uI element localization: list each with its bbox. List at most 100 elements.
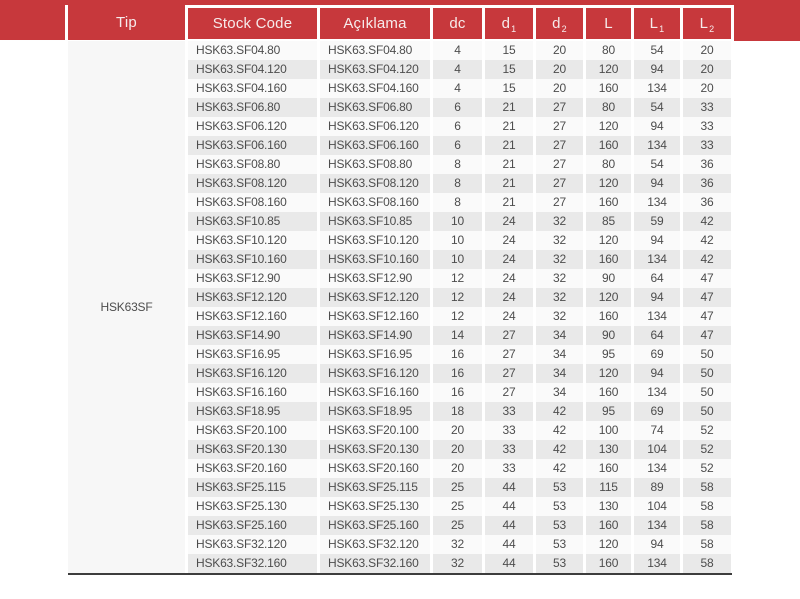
cell-l: 130 xyxy=(586,497,631,516)
cell-l2: 42 xyxy=(683,250,731,269)
cell-l: 160 xyxy=(586,554,631,573)
table-row: HSK63.SF14.90 HSK63.SF14.90 14 27 34 90 64 47 xyxy=(0,326,800,345)
cell-dc: 10 xyxy=(433,212,482,231)
row-left-spacer xyxy=(0,136,65,155)
cell-aciklama: HSK63.SF14.90 xyxy=(320,326,430,345)
cell-l: 160 xyxy=(586,136,631,155)
cell-tip xyxy=(68,440,185,459)
cell-d2: 42 xyxy=(536,421,583,440)
cell-d2: 20 xyxy=(536,41,583,60)
table-row: HSK63.SF12.160 HSK63.SF12.160 12 24 32 160 134… xyxy=(0,307,800,326)
row-left-spacer xyxy=(0,193,65,212)
cell-stock-code: HSK63.SF18.95 xyxy=(188,402,317,421)
row-right-spacer xyxy=(734,288,800,307)
cell-tip xyxy=(68,212,185,231)
table-row: HSK63.SF10.160 HSK63.SF10.160 10 24 32 160 134… xyxy=(0,250,800,269)
cell-l1: 134 xyxy=(634,516,680,535)
cell-aciklama: HSK63.SF12.120 xyxy=(320,288,430,307)
row-right-spacer xyxy=(734,421,800,440)
cell-d2: 32 xyxy=(536,212,583,231)
row-left-spacer xyxy=(0,41,65,60)
cell-l1: 134 xyxy=(634,383,680,402)
cell-tip xyxy=(68,421,185,440)
cell-aciklama: HSK63.SF10.160 xyxy=(320,250,430,269)
table-body: HSK63SF HSK63.SF04.80 HSK63.SF04.80 4 15 20 8… xyxy=(0,41,800,573)
cell-l: 160 xyxy=(586,250,631,269)
cell-stock-code: HSK63.SF10.120 xyxy=(188,231,317,250)
header-row: Tip Stock Code Açıklama dc d 1 d 2 L L 1 L 2 xyxy=(0,0,800,41)
cell-l: 80 xyxy=(586,98,631,117)
cell-aciklama: HSK63.SF06.80 xyxy=(320,98,430,117)
cell-tip xyxy=(68,98,185,117)
table-row: HSK63.SF08.120 HSK63.SF08.120 8 21 27 120 94 36 xyxy=(0,174,800,193)
row-right-spacer xyxy=(734,307,800,326)
cell-stock-code: HSK63.SF12.160 xyxy=(188,307,317,326)
cell-l2: 50 xyxy=(683,383,731,402)
cell-l2: 52 xyxy=(683,459,731,478)
table-row: HSK63.SF08.80 HSK63.SF08.80 8 21 27 80 54 36 xyxy=(0,155,800,174)
cell-d1: 44 xyxy=(485,535,533,554)
cell-l: 120 xyxy=(586,288,631,307)
cell-d1: 24 xyxy=(485,307,533,326)
cell-l: 80 xyxy=(586,41,631,60)
cell-l1: 69 xyxy=(634,402,680,421)
row-left-spacer xyxy=(0,459,65,478)
table-header: Tip Stock Code Açıklama dc d 1 d 2 L L 1 L 2 xyxy=(0,0,800,41)
cell-d1: 33 xyxy=(485,440,533,459)
cell-l2: 50 xyxy=(683,364,731,383)
cell-d1: 21 xyxy=(485,98,533,117)
cell-aciklama: HSK63.SF08.120 xyxy=(320,174,430,193)
row-right-spacer xyxy=(734,231,800,250)
cell-d2: 34 xyxy=(536,383,583,402)
cell-tip xyxy=(68,516,185,535)
cell-d1: 21 xyxy=(485,155,533,174)
table-row: HSK63.SF25.160 HSK63.SF25.160 25 44 53 160 134… xyxy=(0,516,800,535)
cell-aciklama: HSK63.SF04.120 xyxy=(320,60,430,79)
cell-l2: 58 xyxy=(683,478,731,497)
cell-stock-code: HSK63.SF12.90 xyxy=(188,269,317,288)
cell-stock-code: HSK63.SF16.95 xyxy=(188,345,317,364)
row-left-spacer xyxy=(0,250,65,269)
cell-l2: 36 xyxy=(683,193,731,212)
cell-l1: 104 xyxy=(634,497,680,516)
cell-d2: 53 xyxy=(536,478,583,497)
cell-l2: 33 xyxy=(683,98,731,117)
cell-l1: 54 xyxy=(634,98,680,117)
column-header-l-label: L xyxy=(604,15,613,32)
column-header-tip: Tip xyxy=(68,0,185,40)
cell-l2: 20 xyxy=(683,41,731,60)
cell-l2: 42 xyxy=(683,231,731,250)
column-header-d1-label: d xyxy=(501,15,511,32)
cell-aciklama: HSK63.SF20.160 xyxy=(320,459,430,478)
cell-l: 120 xyxy=(586,117,631,136)
cell-aciklama: HSK63.SF20.100 xyxy=(320,421,430,440)
cell-stock-code: HSK63.SF20.100 xyxy=(188,421,317,440)
cell-tip xyxy=(68,345,185,364)
table-row: HSK63.SF20.100 HSK63.SF20.100 20 33 42 100 74 5… xyxy=(0,421,800,440)
cell-d2: 27 xyxy=(536,155,583,174)
row-left-spacer xyxy=(0,155,65,174)
cell-tip xyxy=(68,535,185,554)
row-right-spacer xyxy=(734,326,800,345)
cell-d1: 33 xyxy=(485,402,533,421)
column-header-d1-subscript: 1 xyxy=(511,23,517,34)
header-left-spacer xyxy=(0,0,65,40)
cell-d1: 27 xyxy=(485,345,533,364)
cell-l2: 47 xyxy=(683,326,731,345)
cell-aciklama: HSK63.SF18.95 xyxy=(320,402,430,421)
row-right-spacer xyxy=(734,60,800,79)
cell-d2: 32 xyxy=(536,307,583,326)
cell-l2: 58 xyxy=(683,554,731,573)
cell-tip xyxy=(68,60,185,79)
cell-d2: 42 xyxy=(536,440,583,459)
cell-stock-code: HSK63.SF10.160 xyxy=(188,250,317,269)
cell-d2: 20 xyxy=(536,79,583,98)
cell-d1: 24 xyxy=(485,269,533,288)
header-top-strip xyxy=(0,0,800,5)
cell-dc: 4 xyxy=(433,79,482,98)
cell-l1: 134 xyxy=(634,307,680,326)
row-left-spacer xyxy=(0,402,65,421)
cell-dc: 12 xyxy=(433,288,482,307)
table-row: HSK63.SF12.90 HSK63.SF12.90 12 24 32 90 64 47 xyxy=(0,269,800,288)
cell-dc: 10 xyxy=(433,231,482,250)
